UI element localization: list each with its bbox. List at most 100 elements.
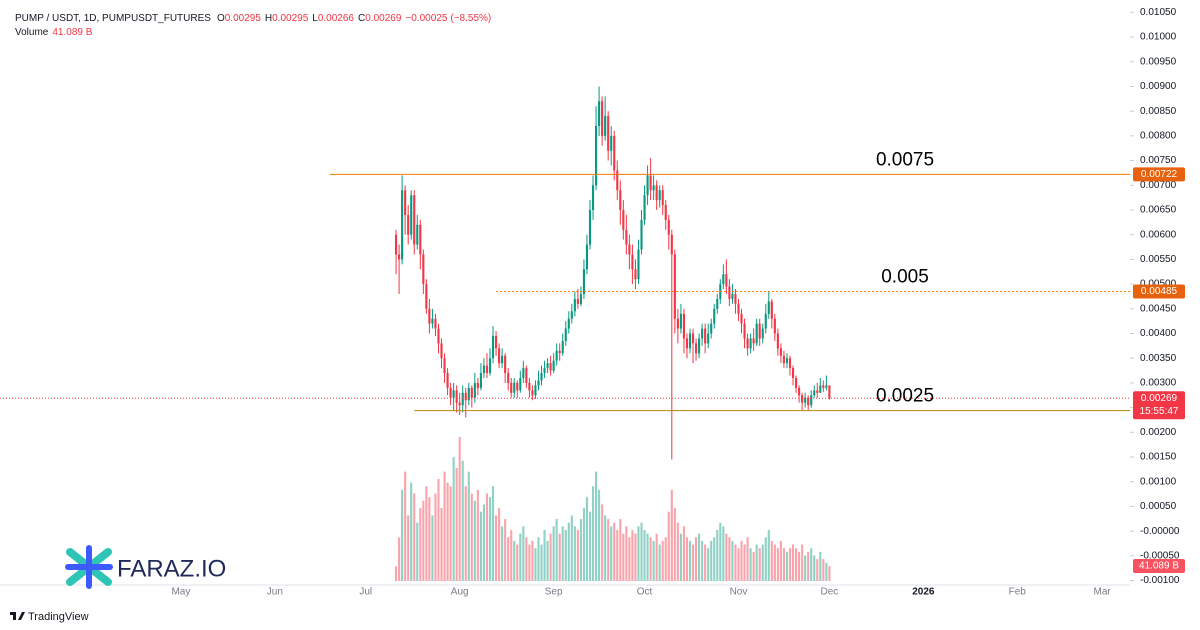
candle-body — [613, 135, 616, 171]
volume-bar — [752, 551, 755, 581]
y-tick-label: -0.00000 — [1140, 526, 1180, 537]
ohlc-value: 0.00295 — [225, 13, 262, 24]
y-tick-label: 0.00950 — [1140, 56, 1177, 67]
volume-bar — [488, 497, 492, 581]
volume-bar — [734, 544, 737, 581]
volume-bar — [807, 551, 810, 581]
volume-bar — [525, 537, 528, 581]
y-tick-label: 0.00050 — [1140, 501, 1177, 512]
volume-bar — [698, 533, 701, 581]
x-tick-label: Aug — [451, 587, 469, 598]
candle-body — [501, 355, 504, 364]
volume-bar — [558, 533, 561, 581]
ohlc-value: 0.00266 — [318, 13, 355, 24]
volume-bar — [470, 493, 473, 581]
candle-body — [495, 335, 498, 349]
x-tick-label: Sep — [545, 587, 563, 598]
volume-bar — [749, 548, 752, 581]
candle-body — [828, 385, 831, 399]
volume-bar — [395, 566, 398, 581]
candle-body — [516, 382, 519, 391]
candle-body — [628, 244, 631, 255]
volume-bar — [585, 497, 589, 581]
candle-body — [688, 333, 692, 349]
volume-bar — [655, 533, 658, 581]
volume-bar — [619, 519, 622, 581]
volume-bar — [822, 559, 825, 581]
candle-body — [752, 338, 755, 344]
candle-body — [419, 224, 422, 255]
volume-bar — [464, 486, 467, 581]
volume-bar — [549, 533, 552, 581]
x-tick-label: Jun — [267, 587, 283, 598]
candle-body — [610, 135, 613, 151]
candle-body — [807, 397, 810, 406]
candle-body — [722, 274, 725, 285]
volume-bar — [495, 515, 498, 581]
x-tick-label: Nov — [730, 587, 748, 598]
x-tick-label: Dec — [820, 587, 838, 598]
y-tick-label: 0.00150 — [1140, 452, 1177, 463]
volume-bar — [588, 511, 592, 581]
candle-body — [555, 350, 558, 361]
volume-bar — [555, 519, 558, 581]
candle-body — [813, 390, 816, 396]
candle-body — [798, 387, 801, 396]
candle-body — [698, 338, 701, 354]
candle-body — [758, 323, 761, 339]
volume-bar — [825, 562, 828, 581]
candle-body — [570, 311, 573, 319]
candle-body — [825, 385, 828, 388]
y-tick-label: 0.00800 — [1140, 131, 1177, 142]
candle-body — [573, 298, 576, 312]
candle-body — [746, 338, 749, 349]
candle-body — [607, 116, 610, 151]
watermark-logo: FARAZ.IO — [65, 545, 226, 589]
level-tag-label: 0.00722 — [1141, 169, 1178, 180]
volume-bar — [507, 537, 510, 581]
volume-bar — [649, 537, 652, 581]
candle-body — [795, 377, 798, 388]
volume-bar — [467, 471, 470, 581]
volume-bar — [673, 508, 676, 581]
volume-bar — [528, 544, 531, 581]
candle-body — [679, 313, 682, 329]
candle-body — [704, 328, 707, 344]
volume-bar — [410, 482, 413, 581]
level-annotation: 0.005 — [881, 267, 929, 288]
volume-bar — [722, 526, 725, 581]
volume-bar — [428, 497, 431, 581]
volume-bar — [640, 522, 643, 581]
volume-bar — [667, 511, 670, 581]
y-tick-label: 0.00400 — [1140, 328, 1177, 339]
volume-bar — [604, 515, 607, 581]
y-tick-label: 0.00850 — [1140, 106, 1177, 117]
candle-body — [401, 190, 404, 260]
candle-body — [534, 385, 537, 396]
volume-bar — [579, 519, 582, 581]
x-tick-label: Mar — [1094, 587, 1112, 598]
candle-body — [737, 303, 740, 314]
candle-body — [479, 373, 482, 388]
candle-body — [395, 234, 398, 255]
volume-bar — [628, 537, 631, 581]
candle-body — [470, 387, 473, 398]
candle-body — [431, 318, 434, 324]
ohlc-value: 0.00269 — [365, 13, 402, 24]
candle-body — [773, 318, 776, 334]
candle-body — [816, 390, 819, 393]
volume-bar — [476, 489, 479, 581]
volume-name: Volume — [15, 27, 49, 38]
volume-bar — [764, 537, 767, 581]
candle-body — [576, 298, 579, 304]
candle-body — [582, 269, 585, 294]
volume-bar — [443, 471, 446, 581]
volume-bar — [534, 548, 537, 581]
volume-bar — [501, 526, 504, 581]
last-price-tag — [1133, 391, 1185, 420]
volume-tag-label: 41.089 B — [1139, 561, 1179, 572]
candle-body — [625, 229, 628, 245]
candle-body — [676, 318, 679, 329]
candle-body — [452, 390, 455, 398]
